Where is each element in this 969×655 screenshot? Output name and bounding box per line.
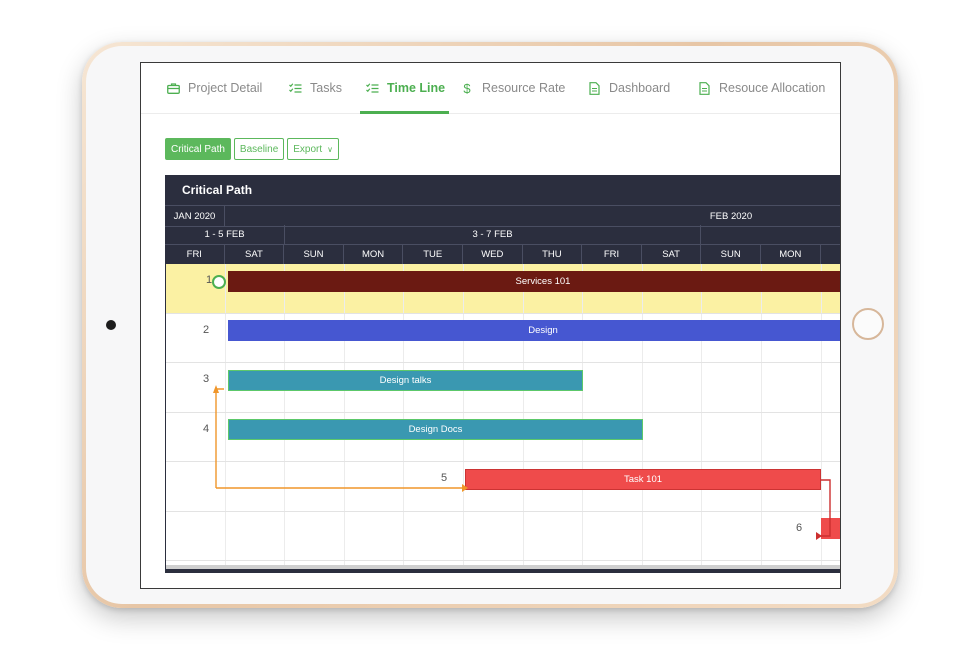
design-docs-bar[interactable]: Design Docs bbox=[228, 419, 643, 440]
week-cell: 3 - 7 FEB bbox=[285, 225, 701, 244]
day-cell: SAT bbox=[225, 244, 285, 264]
row-number: 5 bbox=[441, 472, 448, 484]
home-button[interactable] bbox=[852, 308, 884, 340]
dollar-icon: $ bbox=[463, 80, 471, 96]
grid-column-line bbox=[761, 264, 762, 569]
export-label: Export bbox=[293, 143, 323, 155]
grid-row-line bbox=[166, 461, 840, 462]
row-number: 4 bbox=[203, 423, 210, 435]
week-cell: 1 - 5 FEB bbox=[165, 225, 285, 244]
tab-label: Resouce Allocation bbox=[719, 81, 826, 95]
milestone-marker[interactable] bbox=[212, 275, 226, 289]
document-icon bbox=[696, 81, 712, 95]
grid-row-line bbox=[166, 362, 840, 363]
tab-time-line[interactable]: Time Line bbox=[359, 63, 450, 114]
day-cell: FRI bbox=[165, 244, 225, 264]
month-cell: FEB 2020 bbox=[709, 210, 753, 222]
day-cell: THU bbox=[523, 244, 583, 264]
briefcase-icon bbox=[165, 82, 181, 94]
tab-label: Tasks bbox=[310, 81, 342, 95]
grid-row-line bbox=[166, 510, 840, 512]
export-dropdown[interactable]: Export ∨ bbox=[287, 138, 340, 160]
tab-label: Resource Rate bbox=[482, 81, 566, 95]
document-icon bbox=[586, 81, 602, 95]
row-number: 1 bbox=[206, 274, 213, 286]
dependency-line bbox=[820, 479, 831, 537]
grid-column-line bbox=[403, 264, 405, 569]
grid-row-line bbox=[166, 560, 840, 561]
task-101-bar[interactable]: Task 101 bbox=[465, 469, 821, 490]
tab-tasks[interactable]: Tasks bbox=[287, 63, 342, 113]
grid-row-line bbox=[166, 411, 840, 413]
arrow-head-icon bbox=[816, 532, 822, 540]
day-cell: WED bbox=[463, 244, 523, 264]
day-cell: MON bbox=[761, 244, 821, 264]
baseline-button[interactable]: Baseline bbox=[233, 138, 285, 160]
grid-column-line bbox=[343, 264, 345, 569]
dependency-line bbox=[215, 388, 224, 488]
row-number: 6 bbox=[796, 522, 803, 534]
gantt-title: Critical Path bbox=[182, 183, 253, 197]
tab-resource-allocation[interactable]: Resouce Allocation bbox=[696, 63, 825, 113]
grid-column-line bbox=[641, 264, 643, 569]
arrow-head-icon bbox=[462, 484, 468, 492]
grid-column-line bbox=[701, 264, 703, 569]
week-header-row: 1 - 5 FEB 3 - 7 FEB bbox=[165, 225, 840, 245]
grid-column-line bbox=[284, 264, 286, 569]
grid-column-line bbox=[522, 264, 524, 569]
grid-column-line bbox=[224, 264, 226, 569]
arrow-head-icon bbox=[213, 385, 219, 393]
day-cell: FRI bbox=[582, 244, 642, 264]
design-bar[interactable]: Design bbox=[228, 320, 840, 341]
grid-row-line bbox=[166, 312, 840, 314]
month-cell: JAN 2020 bbox=[165, 206, 225, 226]
row-number: 2 bbox=[203, 324, 210, 336]
tab-resource-rate[interactable]: $ Resource Rate bbox=[459, 63, 565, 113]
grid-column-line bbox=[820, 264, 822, 569]
day-cell: SAT bbox=[642, 244, 702, 264]
tab-dashboard[interactable]: Dashboard bbox=[586, 63, 670, 113]
gantt-toolbar: Critical Path Baseline Export ∨ bbox=[165, 138, 340, 160]
camera-icon bbox=[106, 320, 116, 330]
checklist-icon bbox=[287, 82, 303, 94]
day-cell: SUN bbox=[701, 244, 761, 264]
grid-column-line bbox=[463, 264, 464, 569]
gantt-chart: Critical Path JAN 2020 FEB 2020 1 - 5 FE… bbox=[165, 175, 840, 573]
gantt-grid: 1 2 3 4 5 6 Services 101 Design Design talks Desi… bbox=[166, 264, 840, 569]
day-header-row: FRI SAT SUN MON TUE WED THU FRI SAT SUN MON bbox=[165, 244, 840, 264]
row-number: 3 bbox=[203, 373, 210, 385]
day-cell: MON bbox=[344, 244, 404, 264]
tab-label: Time Line bbox=[387, 81, 446, 95]
dependency-lines bbox=[213, 385, 831, 540]
services-101-bar[interactable]: Services 101 bbox=[228, 271, 840, 292]
app-screen: Project Detail Tasks Time Line $ Resourc… bbox=[140, 62, 841, 589]
tab-project-detail[interactable]: Project Detail bbox=[165, 63, 262, 113]
grid-column-line bbox=[582, 264, 584, 569]
tab-label: Dashboard bbox=[609, 81, 671, 95]
chevron-down-icon: ∨ bbox=[327, 144, 334, 154]
day-cell: TUE bbox=[403, 244, 463, 264]
checklist-icon bbox=[364, 82, 380, 94]
top-nav: Project Detail Tasks Time Line $ Resourc… bbox=[141, 63, 840, 114]
tab-label: Project Detail bbox=[188, 81, 263, 95]
month-header-row: JAN 2020 FEB 2020 bbox=[165, 205, 840, 227]
critical-path-button[interactable]: Critical Path bbox=[165, 138, 231, 160]
day-cell: SUN bbox=[284, 244, 344, 264]
horizontal-scrollbar[interactable] bbox=[166, 565, 840, 569]
design-talks-bar[interactable]: Design talks bbox=[228, 370, 583, 391]
